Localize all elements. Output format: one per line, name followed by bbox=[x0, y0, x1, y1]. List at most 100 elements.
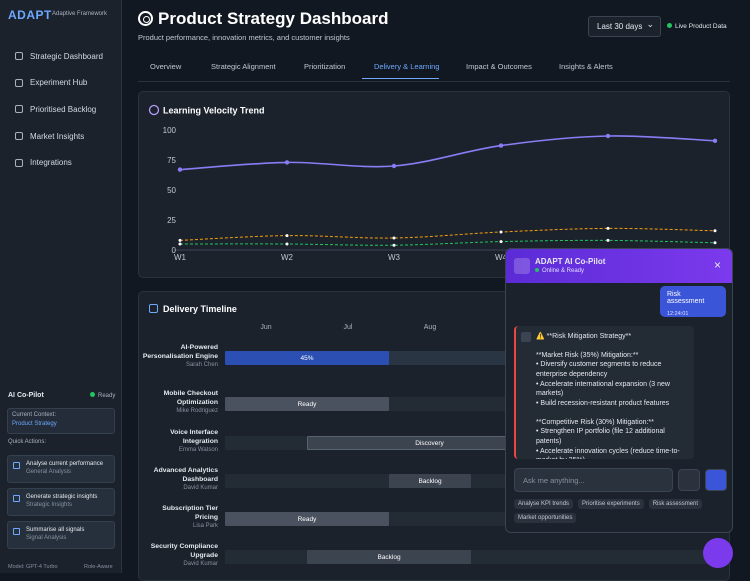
track: Backlog bbox=[225, 550, 730, 564]
project-name: Subscription Tier Pricing bbox=[162, 505, 218, 522]
close-button[interactable]: × bbox=[714, 258, 722, 272]
x-tick-label: W4 bbox=[495, 253, 508, 262]
month-label: Aug bbox=[423, 324, 437, 331]
reply-intro: ⚠️ **Risk Mitigation Strategy** bbox=[536, 333, 632, 340]
tab[interactable]: Overview bbox=[150, 62, 182, 71]
timeline-bar[interactable]: Ready bbox=[225, 512, 389, 526]
bar-label: Backlog bbox=[418, 477, 442, 485]
action-icon bbox=[13, 462, 20, 469]
action-subtitle: Strategic Insights bbox=[26, 502, 73, 508]
chat-input[interactable]: Ask me anything... bbox=[514, 468, 673, 492]
velocity-chart: Learning Velocity Trend 0 25 50 75 100 W1 W2 W3… bbox=[148, 104, 725, 262]
tab[interactable]: Insights & Alerts bbox=[559, 62, 613, 71]
project-name: Mobile Checkout Optimization bbox=[163, 390, 218, 407]
project-owner: Mike Rodriguez bbox=[176, 408, 218, 415]
model: Model: GPT-4 Turbo bbox=[8, 564, 58, 570]
project-name: Voice Interface Integration bbox=[170, 429, 218, 446]
panel-status-text: Online & Ready bbox=[542, 268, 585, 274]
reply-item: • Strengthen IP portfolio (file 12 addit… bbox=[536, 428, 665, 445]
bot-icon bbox=[514, 258, 530, 274]
reply-item: • Diversify customer segments to reduce … bbox=[536, 361, 662, 378]
reply-item: • Build recession-resistant product feat… bbox=[536, 399, 670, 407]
point bbox=[499, 240, 503, 244]
tab[interactable]: Strategic Alignment bbox=[211, 62, 276, 71]
point bbox=[605, 133, 611, 139]
progress-track: 45% bbox=[225, 351, 505, 365]
row-name: AI-Powered Personalisation Engine Sarah C… bbox=[140, 343, 218, 369]
nav-label: Strategic Dashboard bbox=[30, 51, 103, 61]
action-icon bbox=[13, 495, 20, 502]
quick-action[interactable]: Analyse current performance General Analy… bbox=[7, 455, 115, 483]
project-owner: David Kumar bbox=[183, 485, 218, 492]
range-dropdown[interactable]: Last 30 days bbox=[588, 16, 661, 37]
progress-fill: 45% bbox=[225, 351, 389, 365]
row-name: Subscription Tier Pricing Lisa Park bbox=[140, 504, 218, 530]
nav-icon bbox=[15, 78, 23, 87]
nav-item[interactable]: Experiment Hub bbox=[8, 74, 116, 92]
nav-item[interactable]: Market Insights bbox=[8, 127, 116, 145]
suggestion-chip[interactable]: Risk assessment bbox=[648, 499, 703, 509]
panel-header: ADAPT AI Co-Pilot Online & Ready × bbox=[506, 249, 732, 283]
series-line bbox=[179, 135, 716, 171]
suggestion-chip[interactable]: Analyse KPI trends bbox=[514, 499, 574, 509]
status-text: Ready bbox=[98, 393, 116, 399]
nav-label: Integrations bbox=[30, 158, 72, 168]
suggestion-chip[interactable]: Market opportunities bbox=[514, 513, 577, 523]
quick-actions-label: Quick Actions: bbox=[8, 439, 47, 445]
month-label: Jul bbox=[343, 324, 353, 331]
context-label: Current Context: bbox=[12, 412, 57, 418]
reply-heading: **Competitive Risk (30%) Mitigation:** bbox=[536, 418, 654, 426]
brand: ADAPT bbox=[8, 8, 52, 22]
mode: Role-Aware bbox=[84, 564, 113, 570]
suggestions: Analyse KPI trends Prioritise experiments… bbox=[514, 499, 726, 523]
context-box: Current Context: Product Strategy bbox=[7, 408, 115, 434]
project-owner: Sarah Chen bbox=[185, 362, 218, 369]
sidebar: ADAPT Adaptive Framework AI Co-Pilot Rea… bbox=[0, 0, 122, 573]
x-tick-label: W3 bbox=[388, 253, 401, 262]
bar-label: Backlog bbox=[377, 553, 401, 561]
point bbox=[713, 241, 717, 245]
project-owner: Lisa Park bbox=[192, 523, 218, 530]
timeline-bar[interactable]: Backlog bbox=[307, 550, 471, 564]
user-text: Risk assessment bbox=[667, 291, 705, 305]
point bbox=[392, 236, 396, 240]
series-line bbox=[179, 227, 716, 241]
quick-action[interactable]: Generate strategic insights Strategic Ins… bbox=[7, 488, 115, 516]
user-time: 12:24:01 bbox=[667, 311, 689, 317]
month-label: Jun bbox=[260, 324, 272, 331]
point bbox=[498, 143, 504, 148]
nav-icon bbox=[15, 158, 23, 167]
nav-item[interactable]: Strategic Dashboard bbox=[8, 47, 116, 65]
nav-item[interactable]: Integrations bbox=[8, 154, 116, 172]
nav-icon bbox=[15, 132, 23, 141]
tab[interactable]: Delivery & Learning bbox=[362, 62, 440, 79]
reply-item: • Accelerate innovation cycles (reduce t… bbox=[536, 447, 680, 459]
mic-button[interactable] bbox=[678, 469, 700, 491]
tab[interactable]: Prioritization bbox=[304, 62, 346, 71]
action-title: Generate strategic insights bbox=[26, 494, 98, 500]
point bbox=[178, 238, 182, 242]
tagline: Adaptive Framework bbox=[52, 11, 108, 17]
tab-divider bbox=[138, 81, 730, 82]
copilot-fab[interactable] bbox=[703, 538, 733, 568]
action-title: Summarise all signals bbox=[26, 527, 85, 533]
y-tick-label: 50 bbox=[167, 186, 176, 195]
point bbox=[177, 167, 183, 172]
quick-action[interactable]: Summarise all signals Signal Analysis bbox=[7, 521, 115, 549]
row-name: Mobile Checkout Optimization Mike Rodrigu… bbox=[140, 389, 218, 415]
project-owner: David Kumar bbox=[183, 561, 218, 568]
send-button[interactable] bbox=[705, 469, 727, 491]
action-title: Analyse current performance bbox=[26, 461, 104, 467]
point bbox=[391, 163, 397, 169]
tab[interactable]: Impact & Outcomes bbox=[466, 62, 532, 71]
y-tick-label: 100 bbox=[163, 126, 177, 135]
nav-item[interactable]: Prioritised Backlog bbox=[8, 100, 116, 118]
timeline-bar[interactable]: Backlog bbox=[389, 474, 471, 488]
point bbox=[713, 229, 717, 233]
header-icon bbox=[138, 11, 153, 26]
timeline-title: Delivery Timeline bbox=[163, 304, 237, 314]
y-tick-label: 0 bbox=[172, 246, 177, 255]
timeline-bar[interactable]: Ready bbox=[225, 397, 389, 411]
suggestion-chip[interactable]: Prioritise experiments bbox=[578, 499, 644, 509]
